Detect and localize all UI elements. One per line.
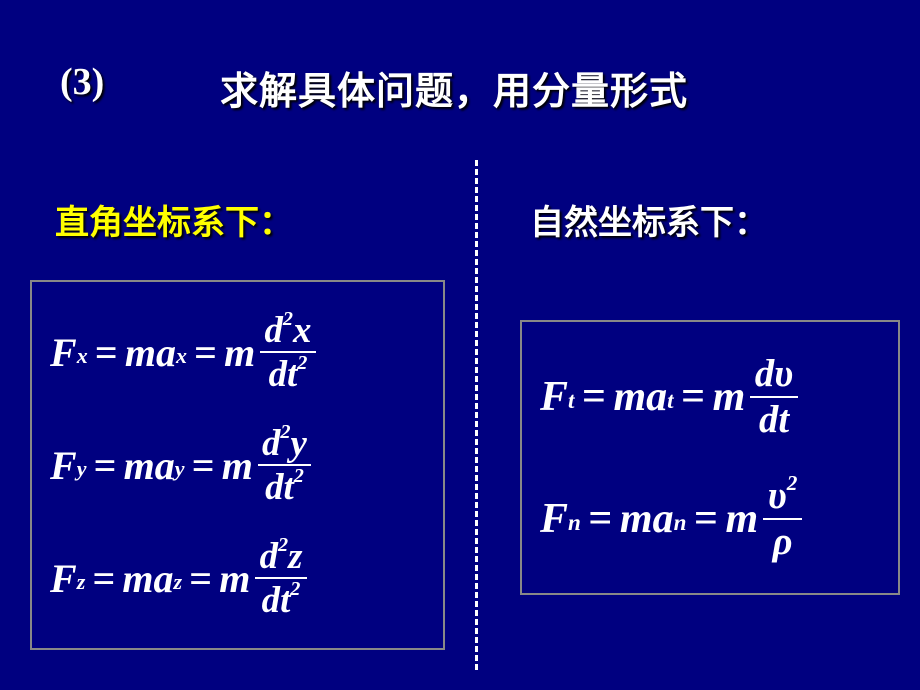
vertical-divider <box>475 160 478 670</box>
frac-num: d2x <box>260 312 316 353</box>
title-text: 求解具体问题，用分量形式 <box>220 60 688 115</box>
equals-sign: = <box>192 442 215 489</box>
sub-n: n <box>674 509 687 536</box>
sub-x: x <box>176 343 187 369</box>
F-symbol: F <box>540 373 568 421</box>
sub-t: t <box>667 387 673 414</box>
equation-fz: Fz = maz = m d2z dt2 <box>50 522 425 635</box>
cartesian-equations-box: Fx = max = m d2x dt2 Fy = may = m d2y dt… <box>30 280 445 650</box>
fraction-v2-rho: υ2 ρ <box>763 477 802 561</box>
equation-fx: Fx = max = m d2x dt2 <box>50 296 425 409</box>
fraction-d2x-dt2: d2x dt2 <box>260 312 316 393</box>
m-symbol: m <box>725 495 758 543</box>
natural-equations-box: Ft = mat = m dυ dt Fn = man = m υ2 ρ <box>520 320 900 595</box>
F-symbol: F <box>50 555 77 602</box>
equals-sign: = <box>681 373 705 421</box>
m-symbol: m <box>124 442 155 489</box>
a-symbol: a <box>154 555 174 602</box>
a-symbol: a <box>653 495 674 543</box>
m-symbol: m <box>219 555 250 602</box>
m-symbol: m <box>125 329 156 376</box>
a-symbol: a <box>156 329 176 376</box>
F-symbol: F <box>50 442 77 489</box>
fraction-d2y-dt2: d2y dt2 <box>258 425 312 506</box>
equals-sign: = <box>194 329 217 376</box>
frac-num: υ2 <box>763 477 802 520</box>
m-symbol: m <box>713 373 746 421</box>
frac-den: dt2 <box>264 353 312 393</box>
F-symbol: F <box>50 329 77 376</box>
equals-sign: = <box>588 495 612 543</box>
equals-sign: = <box>694 495 718 543</box>
m-symbol: m <box>613 373 646 421</box>
sub-y: y <box>77 456 87 482</box>
F-symbol: F <box>540 495 568 543</box>
sub-n: n <box>568 509 581 536</box>
equals-sign: = <box>582 373 606 421</box>
sub-z: z <box>77 569 86 595</box>
equals-sign: = <box>95 329 118 376</box>
frac-num: d2z <box>255 538 307 579</box>
right-section-label: 自然坐标系下： <box>530 195 768 244</box>
sub-t: t <box>568 387 574 414</box>
frac-den: dt2 <box>261 466 309 506</box>
frac-num: d2y <box>258 425 312 466</box>
fraction-dv-dt: dυ dt <box>750 355 797 439</box>
sub-z: z <box>174 569 183 595</box>
equals-sign: = <box>94 442 117 489</box>
equals-sign: = <box>92 555 115 602</box>
equation-fy: Fy = may = m d2y dt2 <box>50 409 425 522</box>
frac-den: ρ <box>768 520 797 562</box>
fraction-d2z-dt2: d2z dt2 <box>255 538 307 619</box>
sub-y: y <box>175 456 185 482</box>
frac-den: dt <box>754 398 793 440</box>
title-number: (3) <box>60 60 104 104</box>
a-symbol: a <box>155 442 175 489</box>
left-section-label: 直角坐标系下： <box>55 195 293 244</box>
equation-ft: Ft = mat = m dυ dt <box>540 336 880 458</box>
m-symbol: m <box>122 555 153 602</box>
frac-num: dυ <box>750 355 797 398</box>
equals-sign: = <box>189 555 212 602</box>
m-symbol: m <box>224 329 255 376</box>
m-symbol: m <box>222 442 253 489</box>
sub-x: x <box>77 343 88 369</box>
equation-fn: Fn = man = m υ2 ρ <box>540 458 880 580</box>
frac-den: dt2 <box>257 579 305 619</box>
a-symbol: a <box>646 373 667 421</box>
m-symbol: m <box>620 495 653 543</box>
